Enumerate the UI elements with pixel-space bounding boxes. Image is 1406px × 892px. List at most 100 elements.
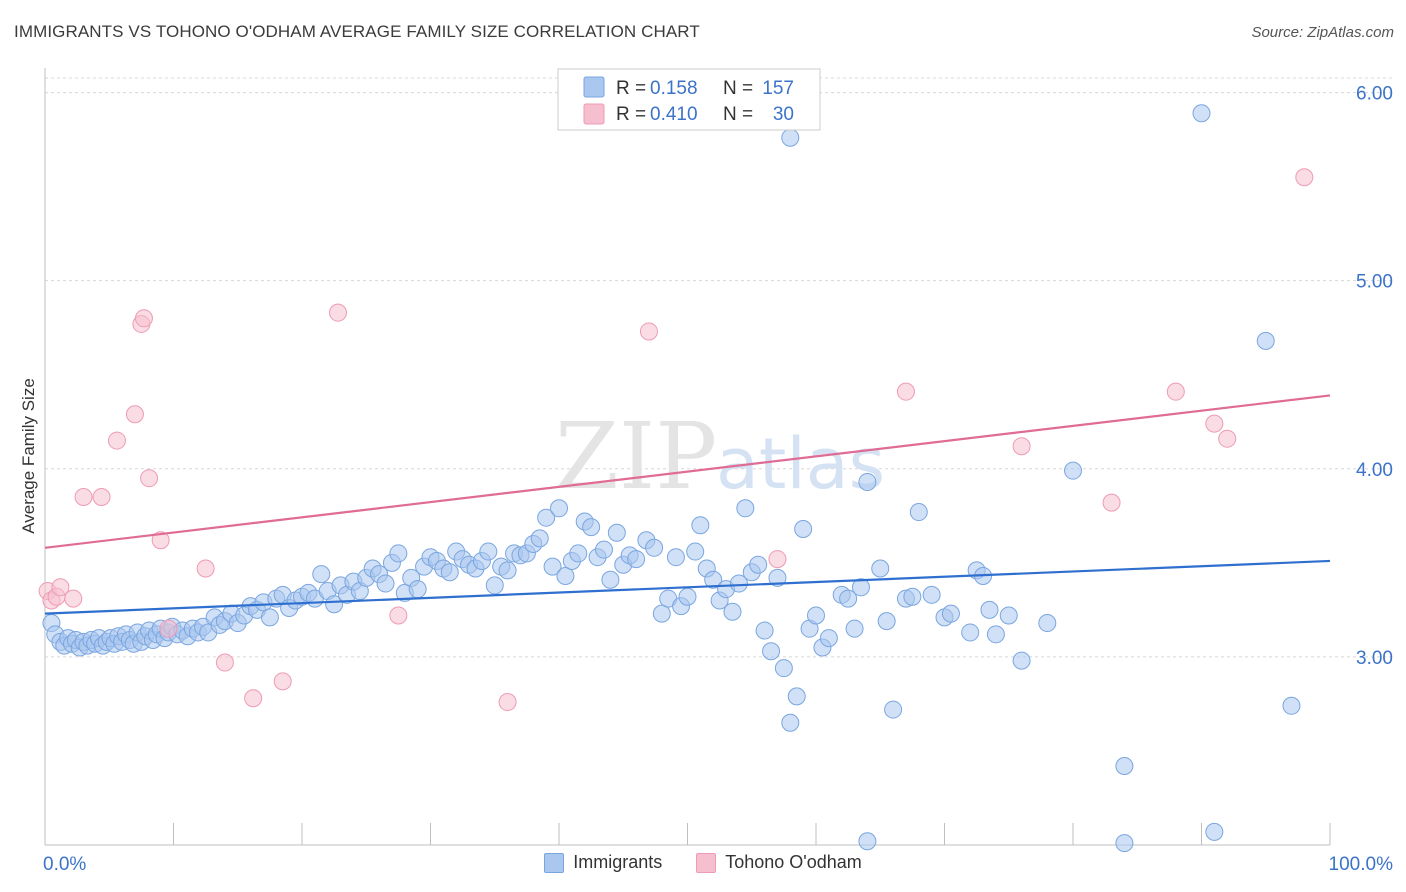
tohono-point [244, 689, 263, 708]
tohono-point [51, 578, 70, 597]
immigrants-point [678, 587, 697, 606]
immigrants-point [851, 578, 870, 597]
legend-n-label-2: N = [723, 104, 753, 125]
watermark-zip: ZIP [555, 403, 717, 510]
immigrants-point [781, 128, 800, 147]
tohono-point [389, 606, 408, 625]
legend-r-label-2: R = [616, 104, 646, 125]
tohono-point [1295, 168, 1314, 187]
immigrants-point [749, 555, 768, 574]
immigrants-point [485, 576, 504, 595]
immigrants-point [723, 602, 742, 621]
immigrants-point [1064, 461, 1082, 480]
immigrants-point [729, 574, 748, 593]
y-tick-label: 4.00 [1356, 460, 1393, 481]
immigrants-point [582, 518, 601, 537]
bottom-legend-swatch-immigrants [544, 852, 565, 873]
immigrants-point [871, 559, 890, 578]
y-tick-label: 3.00 [1356, 648, 1393, 669]
immigrants-point [601, 570, 620, 589]
immigrants-point [479, 542, 498, 561]
immigrants-point [530, 529, 549, 548]
bottom-legend: Immigrants Tohono O'odham [0, 852, 1406, 873]
tohono-point [134, 309, 153, 328]
bottom-legend-immigrants: Immigrants [544, 852, 662, 873]
legend-r-value-2: 0.410 [650, 104, 698, 125]
legend-n-value-2: 30 [773, 104, 794, 125]
immigrants-point [999, 606, 1018, 625]
tohono-point [151, 531, 170, 550]
tohono-point [1102, 493, 1121, 512]
immigrants-point [440, 563, 459, 582]
immigrants-point [607, 523, 626, 542]
bottom-legend-swatch-tohono [696, 852, 717, 873]
tohono-trend-line [44, 394, 1331, 549]
watermark: ZIP atlas [555, 403, 885, 510]
immigrants-point [498, 561, 517, 580]
tohono-point [125, 405, 144, 424]
immigrants-point [686, 542, 705, 561]
immigrants-point [652, 604, 671, 623]
immigrants-point [736, 499, 755, 518]
tohono-point [328, 303, 347, 322]
tohono-point [140, 469, 159, 488]
tohono-point [215, 653, 234, 672]
tohono-point [1218, 429, 1237, 448]
immigrants-point [787, 687, 806, 706]
immigrants-point [922, 585, 941, 604]
immigrants-point [537, 508, 556, 527]
immigrants-point [755, 621, 774, 640]
immigrants-point [858, 472, 877, 491]
legend-r-label-1: R = [616, 78, 646, 99]
y-tick-label: 5.00 [1356, 272, 1393, 293]
tohono-point [64, 589, 83, 608]
immigrants-point [986, 625, 1005, 644]
tohono-point [1166, 382, 1185, 401]
legend-n-value-1: 157 [762, 78, 794, 99]
immigrants-point [807, 606, 825, 625]
immigrants-point [1192, 104, 1211, 123]
immigrants-point [884, 700, 903, 719]
tohono-point [92, 488, 111, 507]
chart-title: IMMIGRANTS VS TOHONO O'ODHAM AVERAGE FAM… [14, 22, 700, 41]
legend-n-label-1: N = [723, 78, 753, 99]
legend: R = 0.158 N = 157 R = 0.410 N = 30 [557, 68, 821, 131]
immigrants-trend-line [44, 559, 1331, 615]
immigrants-point [389, 544, 408, 563]
trend-lines [44, 394, 1331, 615]
immigrants-point [794, 519, 813, 538]
x-tick-label-min: 0.0% [43, 854, 86, 875]
source-label: Source: ZipAtlas.com [1251, 24, 1394, 41]
immigrants-point [376, 574, 395, 593]
immigrants-point [781, 713, 800, 732]
bottom-legend-label-tohono: Tohono O'odham [725, 852, 862, 872]
tohono-point [768, 550, 787, 569]
gridlines [45, 77, 1395, 658]
tohono-point [159, 619, 178, 638]
immigrants-point [768, 568, 787, 587]
immigrants-point [627, 550, 646, 569]
tohono-point [74, 488, 93, 507]
y-tick-label: 6.00 [1356, 84, 1393, 105]
immigrants-point [941, 604, 960, 623]
legend-swatch-tohono [583, 103, 605, 125]
immigrants-point [704, 570, 723, 589]
tohono-point [273, 672, 292, 691]
immigrants-point [594, 540, 613, 559]
immigrants-point [1205, 822, 1224, 841]
immigrants-point [903, 587, 922, 606]
immigrants-point [858, 832, 877, 851]
immigrants-point [961, 623, 980, 642]
immigrants-point [543, 557, 562, 576]
tohono-point [1012, 437, 1031, 456]
immigrants-point [845, 619, 864, 638]
immigrants-point [325, 595, 344, 614]
axes: 3.00 4.00 5.00 6.00 0.0% 100.0% [43, 68, 1393, 875]
immigrants-point [819, 629, 838, 648]
immigrants-point [909, 503, 928, 522]
immigrants-point [550, 499, 568, 518]
immigrants-point [312, 565, 331, 584]
legend-r-value-1: 0.158 [650, 78, 698, 99]
tohono-point [639, 322, 658, 341]
immigrants-point [1115, 756, 1134, 775]
